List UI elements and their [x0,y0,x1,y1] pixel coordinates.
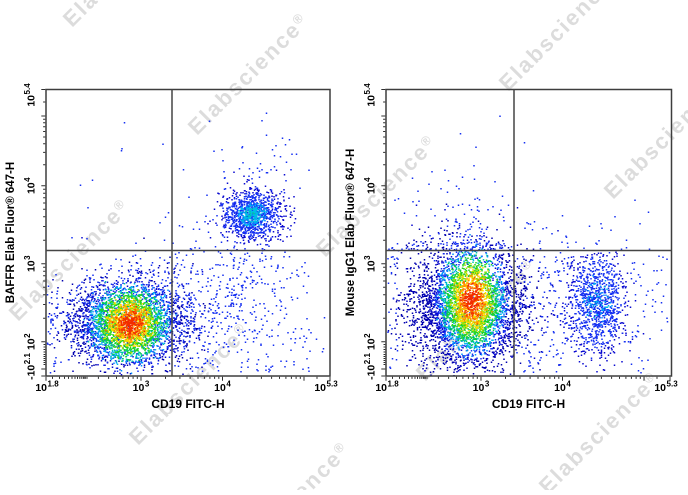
svg-text:CD19 FITC-H: CD19 FITC-H [151,397,224,411]
svg-text:CD19 FITC-H: CD19 FITC-H [492,397,565,411]
svg-text:Mouse IgG1 Elab Fluor® 647-H: Mouse IgG1 Elab Fluor® 647-H [345,149,357,317]
svg-text:BAFFR Elab Fluor® 647-H: BAFFR Elab Fluor® 647-H [5,162,17,303]
